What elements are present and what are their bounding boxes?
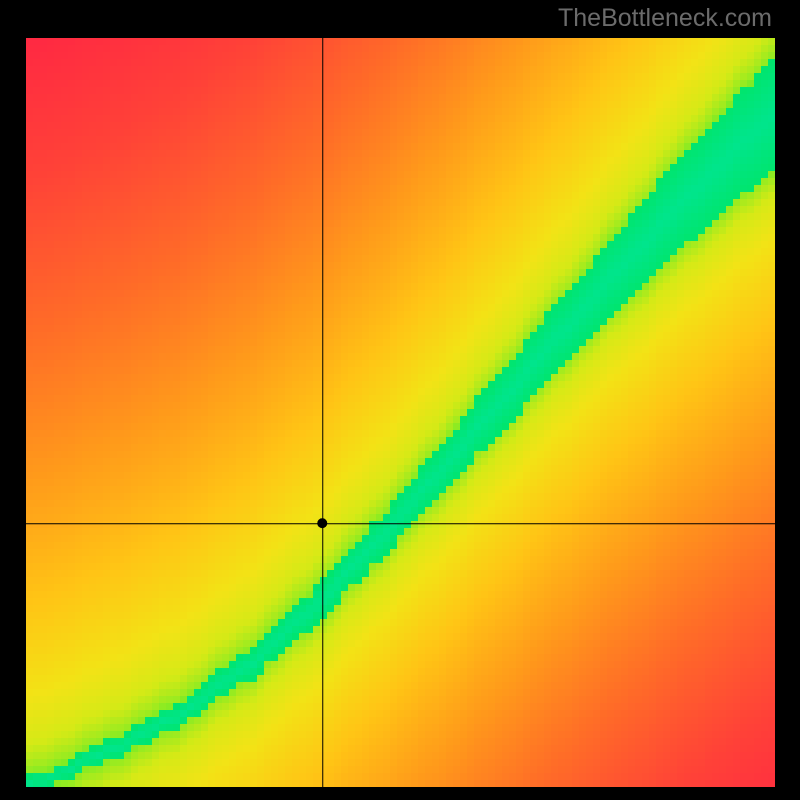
- bottleneck-heatmap: [0, 0, 800, 800]
- watermark-text: TheBottleneck.com: [558, 4, 772, 33]
- chart-container: { "watermark": { "text": "TheBottleneck.…: [0, 0, 800, 800]
